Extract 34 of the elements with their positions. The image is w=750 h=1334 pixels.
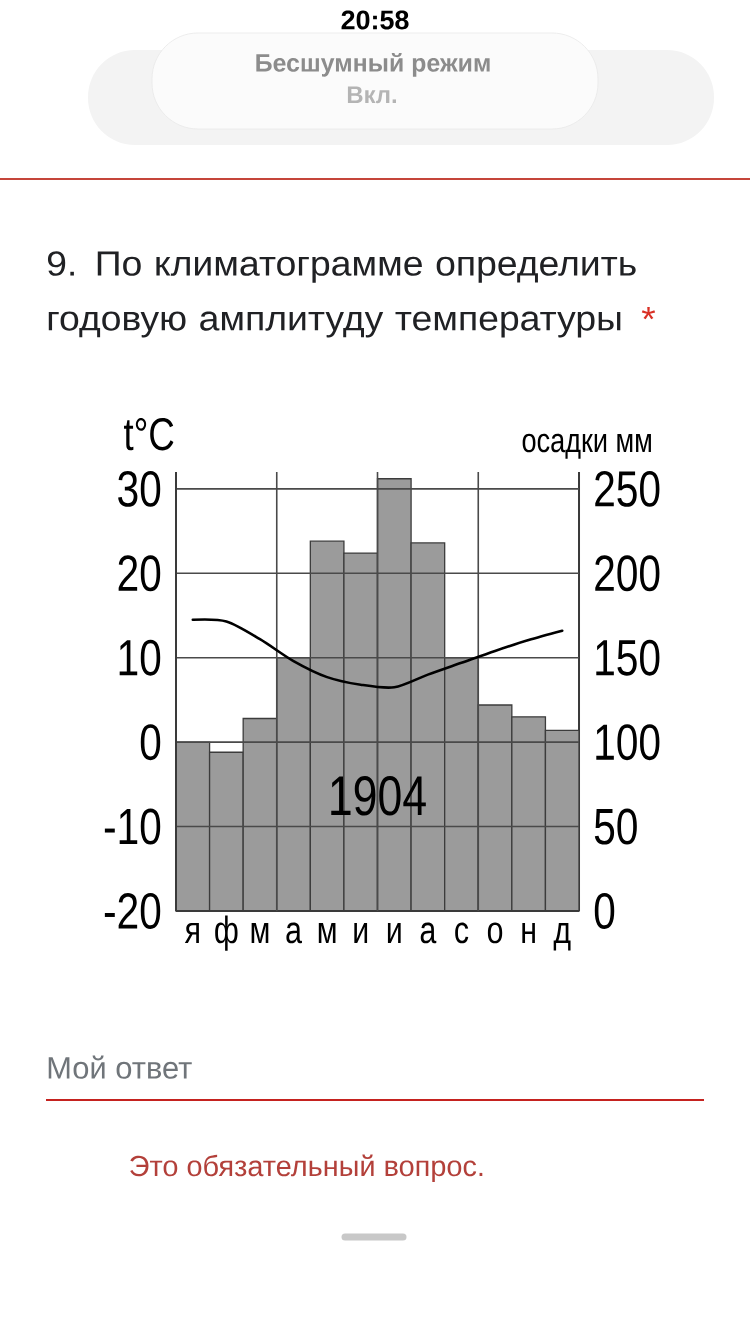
x-tick-label: с <box>455 922 469 944</box>
x-tick-label: и <box>354 922 368 943</box>
x-tick-label: н <box>522 922 535 943</box>
y-axis-title: t°C <box>124 418 174 451</box>
text: Это обязательный вопрос. <box>130 1154 483 1182</box>
x-tick-label: я <box>184 922 199 943</box>
y2-axis-title: осадки мм <box>522 433 651 459</box>
y2-tick-label: 150 <box>596 639 660 676</box>
text: Вкл. <box>347 86 397 104</box>
y-tick-label: 10 <box>119 639 161 676</box>
text: * <box>641 306 656 320</box>
x-tick-label: ф <box>215 915 238 951</box>
x-tick-label: а <box>286 922 302 944</box>
x-tick-label: о <box>487 922 503 944</box>
y2-tick-label: 200 <box>595 555 660 592</box>
x-tick-label: и <box>387 922 401 943</box>
y-tick-label: -20 <box>104 893 161 929</box>
text: Мой ответ <box>48 1055 192 1079</box>
x-tick-label: а <box>420 922 437 944</box>
y2-tick-label: 100 <box>596 724 660 761</box>
x-tick-label: м <box>318 922 336 943</box>
line-series <box>191 618 564 689</box>
y-tick-label: 20 <box>118 555 161 592</box>
y-tick-label: -10 <box>104 808 161 845</box>
y2-tick-label: 0 <box>594 893 615 929</box>
chart-title: 9. По климатограмме определить годовую амплитуду температуры <box>47 251 636 338</box>
text: Бесшумный режим <box>256 52 490 77</box>
y-tick-label: 30 <box>118 470 161 507</box>
y-tick-label: 0 <box>140 724 161 761</box>
y2-tick-label: 50 <box>594 808 637 845</box>
text: 20:58 <box>341 10 409 30</box>
y2-tick-label: 250 <box>595 470 660 507</box>
x-tick-label: м <box>251 922 269 943</box>
x-tick-label: д <box>553 922 571 951</box>
